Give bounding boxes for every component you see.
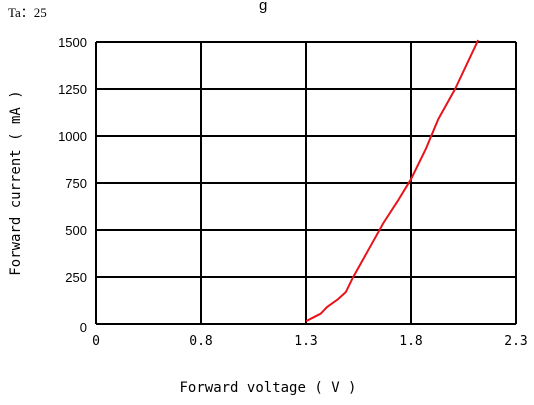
chart-title-fragment: g [259,0,267,14]
y-tick-label-5: 1250 [58,82,87,97]
y-axis-ticks: 0 250 500 750 1000 1250 1500 [58,35,87,335]
x-tick-label-1: 0.8 [189,334,212,349]
x-tick-label-4: 2.3 [504,334,527,349]
forward-current-series [305,39,480,323]
y-axis-label: Forward current ( mA ) [8,90,24,275]
y-tick-label-6: 1500 [58,35,87,50]
y-tick-label-1: 250 [65,270,87,285]
x-axis-label: Forward voltage ( V ) [179,380,356,396]
x-tick-label-2: 1.3 [294,334,317,349]
ambient-temperature-label: Ta：25 [8,5,47,20]
y-tick-label-3: 750 [65,176,87,191]
y-tick-label-4: 1000 [58,129,87,144]
y-tick-label-2: 500 [65,223,87,238]
x-axis-ticks: 0 0.8 1.3 1.8 2.3 [92,334,528,349]
plot-grid [95,41,517,325]
x-tick-label-3: 1.8 [399,334,422,349]
y-tick-label-0: 0 [80,320,87,335]
series-line-0 [305,39,480,323]
x-tick-label-0: 0 [92,334,100,349]
